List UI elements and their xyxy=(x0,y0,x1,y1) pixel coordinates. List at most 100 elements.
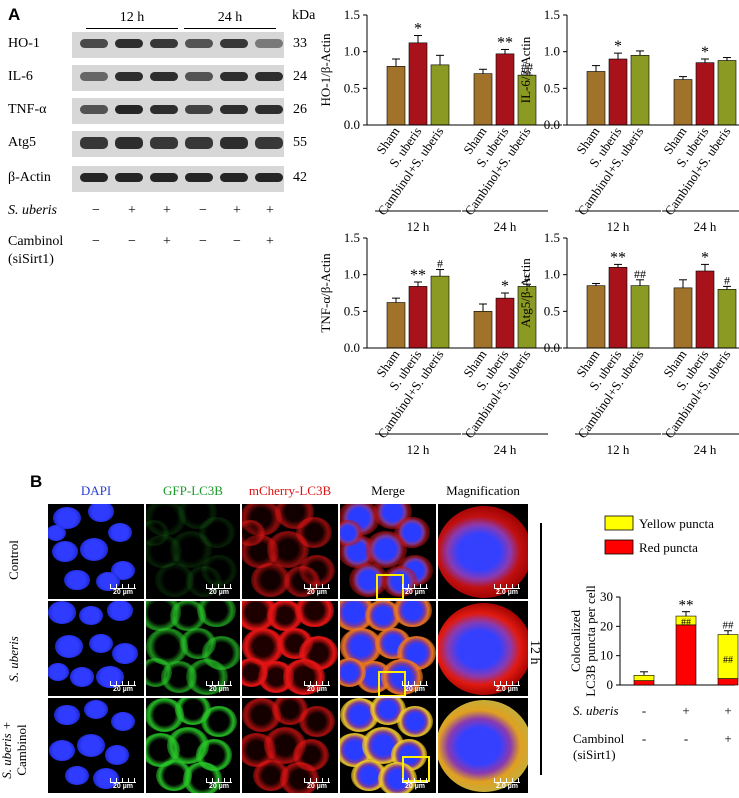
blot-band xyxy=(255,39,283,48)
y-tick-label: 0.0 xyxy=(344,117,360,132)
legend-swatch xyxy=(604,539,634,555)
magnified-cell xyxy=(438,700,528,792)
y-tick-label: 30 xyxy=(600,589,613,604)
treat-label-sisirt1: (siSirt1) xyxy=(8,252,54,267)
blot-image-4 xyxy=(72,166,284,192)
blot-band xyxy=(80,173,108,182)
significance-label: * xyxy=(701,249,709,266)
blot-band xyxy=(150,105,178,114)
scale-bar-label: 20 µm xyxy=(113,686,133,693)
bar xyxy=(473,311,493,349)
bar xyxy=(495,53,515,126)
y-tick-label: 0 xyxy=(607,677,614,692)
blot-band xyxy=(150,137,178,149)
bar xyxy=(717,289,737,349)
scale-bar-ticks xyxy=(304,681,330,686)
y-axis-label: TNF-α/β-Actin xyxy=(318,253,333,333)
bar xyxy=(630,285,650,349)
row-label-2-line1: S. uberis + xyxy=(0,721,14,779)
blot-image-3 xyxy=(72,131,284,157)
bar-red xyxy=(633,680,655,686)
scale-bar: 20 µm xyxy=(304,584,330,596)
row-label-1: S. uberis xyxy=(6,636,21,682)
blot-band xyxy=(255,173,283,182)
treat-sign: − xyxy=(128,234,136,249)
treat-sign: − xyxy=(199,203,207,218)
scale-bar-ticks xyxy=(494,584,520,589)
cell xyxy=(392,601,432,628)
bar xyxy=(695,62,715,126)
scale-bar-ticks xyxy=(402,778,428,783)
blot-image-2 xyxy=(72,98,284,124)
blot-band xyxy=(185,173,213,182)
scale-bar: 20 µm xyxy=(402,681,428,693)
scale-bar-ticks xyxy=(206,778,232,783)
scale-bar: 20 µm xyxy=(206,584,232,596)
column-header-2: mCherry-LC3B xyxy=(248,483,332,498)
cell xyxy=(53,507,82,530)
scale-bar: 20 µm xyxy=(304,681,330,693)
micrograph-r2-c4: 2.0 µm xyxy=(438,698,528,793)
blot-band xyxy=(150,173,178,182)
y-tick-label: 1.5 xyxy=(344,230,360,245)
significance-label: ** xyxy=(679,598,694,614)
micrograph-r1-c1: 20 µm xyxy=(146,601,240,696)
y-tick-label: 1.0 xyxy=(344,44,360,59)
cell xyxy=(146,534,183,569)
cell xyxy=(396,706,433,738)
scale-bar: 20 µm xyxy=(110,584,136,596)
treat-sign: − xyxy=(92,203,100,218)
y-tick-label: 1.5 xyxy=(544,230,560,245)
significance-label: ## xyxy=(723,620,735,632)
scale-bar: 2.0 µm xyxy=(494,584,520,596)
puncta-chart: Yellow puncta Red puncta 0 10 20 30 Colocalize… xyxy=(568,515,739,762)
blot-kda-3: 55 xyxy=(293,135,307,150)
scale-bar-ticks xyxy=(402,584,428,589)
blot-band xyxy=(115,173,143,182)
scale-bar-ticks xyxy=(304,778,330,783)
y-tick-label: 10 xyxy=(600,648,613,663)
blot-band xyxy=(220,105,248,114)
bar xyxy=(673,287,693,349)
cell xyxy=(378,761,418,793)
treat-sign: − xyxy=(92,234,100,249)
treat-sign: - xyxy=(642,703,646,718)
cell xyxy=(48,601,77,624)
y-axis-label: Colocalized xyxy=(568,609,583,672)
y-tick-label: 20 xyxy=(600,618,613,633)
bar-red xyxy=(675,624,697,686)
cell xyxy=(80,538,109,561)
scale-bar: 20 µm xyxy=(206,778,232,790)
group-label: 24 h xyxy=(694,219,717,234)
blot-label-3: Atg5 xyxy=(8,135,36,150)
legend-label: Yellow puncta xyxy=(639,516,714,531)
scale-bar-label: 2.0 µm xyxy=(496,589,518,596)
bar xyxy=(586,285,606,349)
treat-sign: + xyxy=(128,203,136,218)
cell xyxy=(283,658,326,696)
scale-bar-label: 20 µm xyxy=(209,686,229,693)
scale-bar-label: 20 µm xyxy=(209,589,229,596)
group-label: 12 h xyxy=(607,219,630,234)
treat-label-sisirt1: (siSirt1) xyxy=(573,747,616,762)
cell xyxy=(108,522,132,543)
treat-sign: - xyxy=(642,731,646,746)
cell xyxy=(182,761,222,793)
inner-significance: ## xyxy=(723,655,733,666)
significance-label: ** xyxy=(497,34,513,51)
scale-bar-label: 20 µm xyxy=(307,686,327,693)
treat-sign: + xyxy=(682,703,689,718)
cell xyxy=(77,734,106,757)
blot-label-1: IL-6 xyxy=(8,69,33,84)
significance-label: ** xyxy=(610,249,626,266)
significance-label: # xyxy=(524,271,530,285)
cell xyxy=(84,699,108,719)
cell xyxy=(146,504,186,537)
cell xyxy=(201,706,238,738)
cell xyxy=(170,531,213,568)
micrograph-r1-c4: 2.0 µm xyxy=(438,601,528,696)
scale-bar-ticks xyxy=(304,584,330,589)
cell xyxy=(110,712,135,732)
blot-header-12h: 12 h xyxy=(86,8,178,29)
